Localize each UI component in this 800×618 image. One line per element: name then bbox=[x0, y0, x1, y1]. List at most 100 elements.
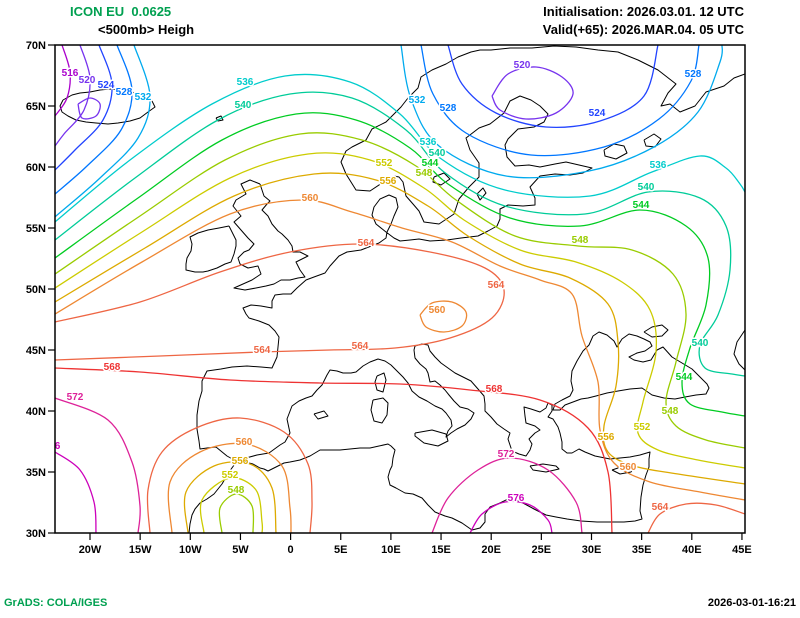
lon-tick-label: 20W bbox=[79, 544, 102, 556]
lat-tick-label: 35N bbox=[26, 467, 46, 479]
contour-label: 556 bbox=[598, 432, 615, 443]
contour-line-560 bbox=[167, 442, 292, 533]
contour-line-528 bbox=[420, 45, 700, 157]
contour-line-560 bbox=[419, 300, 468, 333]
lat-tick-label: 45N bbox=[26, 345, 46, 357]
coastline bbox=[185, 225, 237, 273]
lat-tick-label: 70N bbox=[26, 40, 46, 52]
contour-line-572 bbox=[55, 397, 141, 533]
contour-label: 540 bbox=[692, 338, 709, 349]
contour-line-548 bbox=[55, 132, 745, 449]
lon-tick-label: 10W bbox=[179, 544, 202, 556]
contour-line-528 bbox=[55, 45, 133, 195]
coastline bbox=[188, 45, 745, 533]
contour-label: 528 bbox=[685, 69, 702, 80]
contour-label: 544 bbox=[422, 158, 439, 169]
lon-tick-label: 5W bbox=[232, 544, 249, 556]
coastline bbox=[374, 372, 387, 393]
coastline bbox=[643, 133, 662, 148]
contour-label: 552 bbox=[634, 422, 651, 433]
contour-line-576 bbox=[55, 451, 97, 533]
contour-label: 544 bbox=[633, 200, 650, 211]
lon-tick-label: 35E bbox=[632, 544, 652, 556]
contour-label: 556 bbox=[232, 456, 249, 467]
map-frame bbox=[54, 44, 746, 534]
contour-label: 564 bbox=[652, 502, 669, 513]
contour-label: 560 bbox=[620, 462, 637, 473]
lon-tick-label: 45E bbox=[732, 544, 752, 556]
contour-label: 572 bbox=[67, 392, 84, 403]
contour-line-552 bbox=[55, 152, 745, 469]
coastline bbox=[611, 464, 637, 475]
contour-label: 540 bbox=[638, 182, 655, 193]
contour-line-524 bbox=[447, 45, 659, 129]
lon-tick-label: 20E bbox=[481, 544, 501, 556]
lat-tick-label: 40N bbox=[26, 406, 46, 418]
contour-line-576 bbox=[469, 500, 553, 533]
contour-label: 576 bbox=[508, 493, 525, 504]
contour-line-544 bbox=[55, 112, 745, 417]
lat-tick-label: 50N bbox=[26, 284, 46, 296]
contour-label: 564 bbox=[488, 280, 505, 291]
init-time-label: Initialisation: 2026.03.01. 12 UTC bbox=[543, 4, 744, 19]
contour-label: 540 bbox=[429, 148, 446, 159]
contour-line-548 bbox=[218, 493, 255, 533]
contour-line-520 bbox=[77, 97, 101, 120]
contour-line-556 bbox=[183, 461, 277, 533]
lon-tick-label: 40E bbox=[682, 544, 702, 556]
contour-label: 560 bbox=[302, 193, 319, 204]
contour-label: 524 bbox=[589, 108, 606, 119]
coastline bbox=[313, 410, 329, 420]
contour-label: 528 bbox=[116, 87, 133, 98]
contour-line-540 bbox=[55, 91, 745, 377]
coastline bbox=[59, 88, 156, 125]
contour-label: 532 bbox=[409, 95, 426, 106]
contour-label: 520 bbox=[514, 60, 531, 71]
field-title: <500mb> Heigh bbox=[98, 22, 195, 37]
contour-line-556 bbox=[55, 172, 745, 485]
valid-time-label: Valid(+65): 2026.MAR.04. 05 UTC bbox=[542, 22, 744, 37]
contour-label: 520 bbox=[79, 75, 96, 86]
contour-label: 560 bbox=[236, 437, 253, 448]
coastline bbox=[733, 329, 745, 371]
contour-line-516 bbox=[55, 45, 71, 117]
contour-line-520 bbox=[55, 45, 91, 147]
contour-line-564 bbox=[647, 502, 745, 533]
contour-label: 548 bbox=[416, 168, 433, 179]
coastline bbox=[529, 463, 560, 473]
lon-tick-label: 0 bbox=[288, 544, 294, 556]
contour-label: 564 bbox=[352, 341, 369, 352]
contour-line-520 bbox=[491, 66, 574, 120]
creation-timestamp: 2026-03-01-16:21 bbox=[707, 597, 796, 609]
coastline bbox=[414, 429, 449, 447]
coastline bbox=[370, 397, 389, 424]
contour-label: 536 bbox=[420, 137, 437, 148]
contour-line-560 bbox=[55, 199, 745, 501]
contour-line-572 bbox=[431, 457, 583, 533]
coastline bbox=[643, 324, 669, 338]
contour-line-564 bbox=[146, 417, 313, 533]
contour-line-536 bbox=[55, 73, 745, 223]
lon-tick-label: 10E bbox=[381, 544, 401, 556]
contour-label: 576 bbox=[44, 441, 61, 452]
contour-line-568 bbox=[55, 367, 613, 533]
contour-label: 564 bbox=[358, 238, 375, 249]
contour-line-524 bbox=[55, 45, 113, 171]
contour-label: 548 bbox=[662, 406, 679, 417]
contour-label: 548 bbox=[228, 485, 245, 496]
contour-label: 552 bbox=[222, 470, 239, 481]
contour-label: 556 bbox=[380, 176, 397, 187]
contour-label: 568 bbox=[104, 362, 121, 373]
contour-line-532 bbox=[55, 45, 151, 218]
lon-tick-label: 25E bbox=[532, 544, 552, 556]
contour-line-564 bbox=[55, 243, 505, 361]
contour-label: 540 bbox=[235, 100, 252, 111]
contour-label: 560 bbox=[429, 305, 446, 316]
contour-label: 552 bbox=[376, 158, 393, 169]
lon-tick-label: 15E bbox=[431, 544, 451, 556]
lon-tick-label: 15W bbox=[129, 544, 152, 556]
contour-label: 568 bbox=[486, 384, 503, 395]
